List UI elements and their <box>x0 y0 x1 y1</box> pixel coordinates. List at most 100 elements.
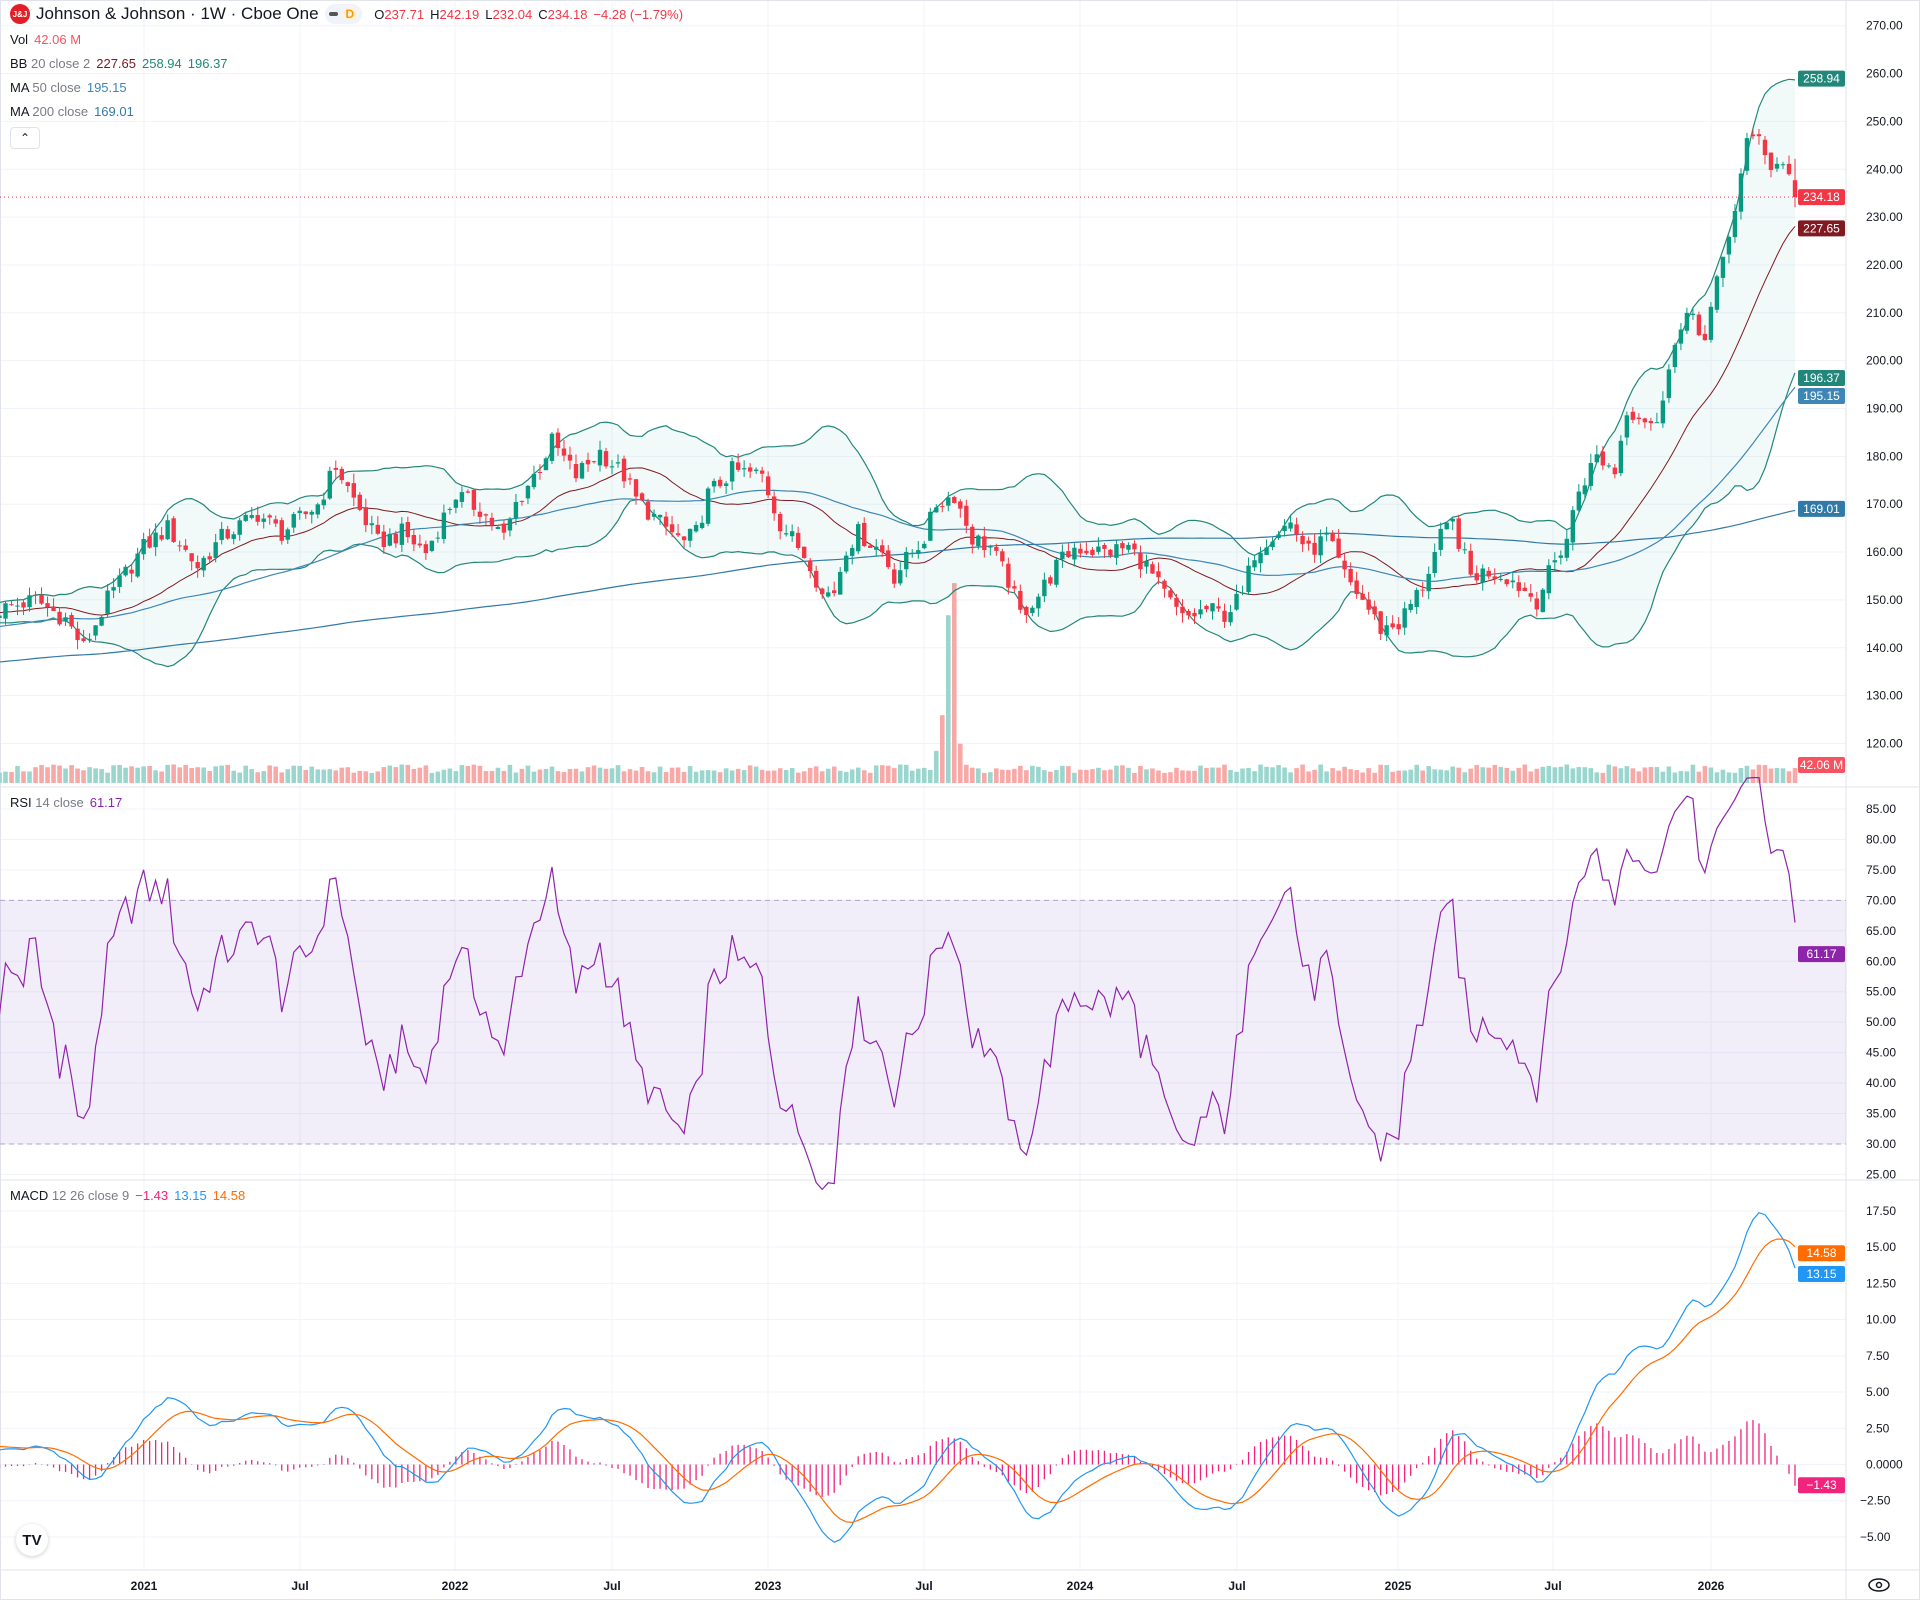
candle-body <box>1618 440 1624 474</box>
candle <box>423 540 429 560</box>
price-tick-label: 140.00 <box>1866 641 1903 655</box>
volume-bar <box>783 769 789 783</box>
bb-basis: 227.65 <box>96 56 136 71</box>
volume-bar <box>1144 769 1149 783</box>
volume-bar <box>1480 767 1486 783</box>
volume-bar <box>285 769 291 783</box>
volume-bar <box>1036 766 1041 783</box>
volume-bar <box>927 769 933 783</box>
volume-bar <box>1534 768 1540 783</box>
candle <box>1744 132 1750 175</box>
candle-body <box>327 470 332 499</box>
candle-body <box>1294 524 1299 535</box>
candle-body <box>615 462 621 464</box>
collapse-legend-button[interactable]: ⌃ <box>10 127 40 149</box>
bb-legend[interactable]: BB 20 close 2 227.65 258.94 196.37 <box>10 56 228 71</box>
volume-bar <box>1462 772 1468 783</box>
macd-legend[interactable]: MACD 12 26 close 9 −1.43 13.15 14.58 <box>10 1188 245 1203</box>
candle <box>868 543 873 549</box>
candle <box>273 515 278 528</box>
price-tick-label: 220.00 <box>1866 258 1903 272</box>
candle <box>801 546 807 559</box>
volume-bar <box>87 767 92 783</box>
candle-body <box>1534 598 1539 610</box>
candle-body <box>1738 173 1744 212</box>
candle <box>1468 543 1473 577</box>
candle-body <box>1234 593 1239 610</box>
candle-body <box>1252 560 1257 568</box>
volume-bar <box>1744 765 1750 783</box>
volume-bar <box>1234 771 1239 783</box>
volume-legend[interactable]: Vol 42.06 M <box>10 32 81 47</box>
rsi-params: 14 close <box>35 795 84 810</box>
candle-body <box>922 543 927 549</box>
ma50-legend[interactable]: MA 50 close 195.15 <box>10 80 127 95</box>
eye-icon[interactable] <box>1868 1578 1890 1592</box>
candle <box>952 495 957 504</box>
symbol-title[interactable]: Johnson & Johnson · 1W · Cboe One <box>36 4 319 23</box>
ma200-legend[interactable]: MA 200 close 169.01 <box>10 104 134 119</box>
price-tick-label: 250.00 <box>1866 114 1903 128</box>
candle <box>243 511 248 522</box>
ma50-name: MA <box>10 80 29 95</box>
candle-body <box>1756 134 1762 137</box>
rsi-tick-label: 70.00 <box>1866 893 1896 907</box>
rsi-legend[interactable]: RSI 14 close 61.17 <box>10 795 122 810</box>
candle <box>591 460 597 464</box>
volume-bar <box>405 764 411 783</box>
candle <box>375 516 381 536</box>
candle <box>213 533 218 563</box>
volume-bar <box>207 771 212 783</box>
candle-body <box>711 480 717 487</box>
candle <box>1264 539 1269 555</box>
macd-tick-label: 0.0000 <box>1866 1458 1903 1472</box>
candle-body <box>381 531 387 547</box>
rsi-tick-label: 65.00 <box>1866 924 1896 938</box>
volume-bar <box>603 768 609 783</box>
volume-bar <box>51 764 56 783</box>
macd-line <box>0 1212 1796 1543</box>
candle-body <box>603 451 609 467</box>
volume-bar <box>891 768 897 783</box>
volume-bar <box>183 765 188 783</box>
volume-bar <box>849 769 855 783</box>
candle <box>579 460 585 479</box>
candle <box>813 565 819 592</box>
candle <box>627 473 633 485</box>
price-tick-label: 190.00 <box>1866 402 1903 416</box>
rsi-name: RSI <box>10 795 32 810</box>
tradingview-logo[interactable]: TV <box>16 1524 48 1556</box>
volume-bar <box>771 770 777 783</box>
candle-body <box>591 461 597 463</box>
candle <box>699 515 705 530</box>
volume-bar <box>1174 767 1179 783</box>
volume-bar <box>93 768 98 783</box>
candle-body <box>45 603 50 608</box>
candle-body <box>33 594 38 596</box>
volume-bar <box>825 768 831 783</box>
volume-bar <box>747 765 753 783</box>
macd-badge-text: 13.15 <box>1806 1267 1836 1281</box>
candle-body <box>813 570 819 588</box>
rsi-tick-label: 50.00 <box>1866 1015 1896 1029</box>
candle <box>411 528 417 552</box>
price-tick-label: 180.00 <box>1866 449 1903 463</box>
candle-body <box>1564 538 1570 558</box>
candle <box>1510 571 1515 589</box>
candle-body <box>489 517 495 526</box>
volume-bar <box>1282 767 1287 783</box>
candle-body <box>1432 552 1437 574</box>
candle-body <box>1186 610 1191 616</box>
candle-body <box>1474 573 1479 581</box>
candle <box>393 530 399 548</box>
candle <box>1690 308 1696 320</box>
candle <box>573 454 579 483</box>
volume-bar <box>387 765 393 783</box>
candle-body <box>459 492 465 502</box>
volume-bar <box>1264 766 1269 783</box>
market-status-pill[interactable]: D <box>324 4 363 24</box>
candle-body <box>1726 236 1732 255</box>
candle-body <box>795 532 801 548</box>
candle <box>105 584 110 618</box>
